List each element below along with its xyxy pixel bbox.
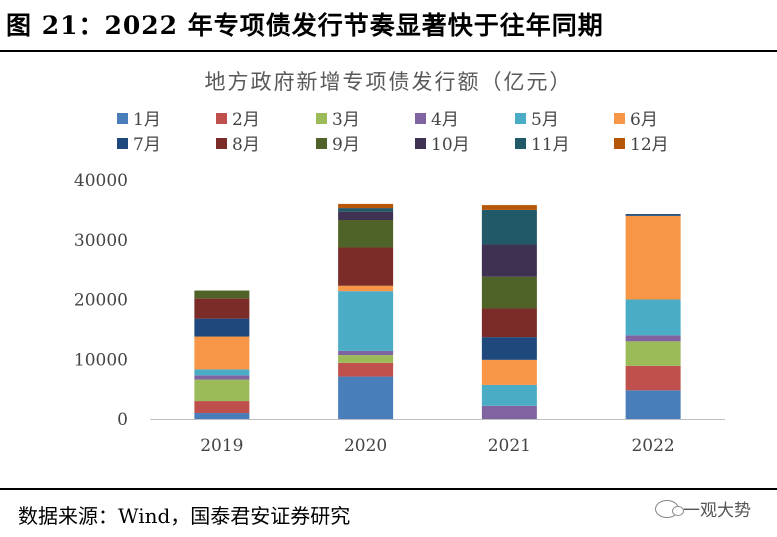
top-rule [0,50,777,52]
wechat-icon [655,499,684,518]
bar-segment [194,369,250,376]
bar-segment [625,365,681,391]
legend-label: 7月 [133,135,161,155]
legend-swatch [415,138,426,149]
x-tick-label: 2022 [631,436,674,456]
bar-segment [481,384,537,406]
bar-segment [481,205,537,210]
watermark-label: 一观大势 [683,501,751,521]
bar-segment [194,336,250,370]
bar-segment [338,208,394,212]
bar-segment [338,355,394,363]
watermark: 一观大势 [655,496,751,521]
legend-swatch [316,138,327,149]
x-tick-label: 2020 [344,436,387,456]
bar-segment [338,291,394,351]
bar-segment [481,276,537,309]
legend-label: 5月 [531,110,559,130]
bar-segment [194,413,250,419]
legend-label: 11月 [531,135,570,155]
bar-segment [625,335,681,342]
legend-swatch [316,113,327,124]
legend-label: 2月 [232,110,260,130]
bar-segment [481,359,537,385]
figure-title: 图 21：2022 年专项债发行节奏显著快于往年同期 [6,11,604,40]
bar-segment [625,214,681,216]
legend-swatch [614,138,625,149]
y-tick-label: 0 [117,410,128,430]
bar-segment [338,350,394,356]
legend-swatch [216,113,227,124]
x-tick-label: 2019 [200,436,243,456]
bar-segment [194,290,250,299]
legend-swatch [117,113,128,124]
bar-segment [338,220,394,248]
legend-label: 9月 [332,135,360,155]
bar-segment [338,362,394,377]
legend-swatch [415,113,426,124]
bar-segment [481,308,537,338]
y-tick-label: 10000 [74,350,128,370]
bar-segment [625,299,681,336]
bar-segment [338,247,394,286]
legend-swatch [515,113,526,124]
legend-swatch [117,138,128,149]
legend-swatch [515,138,526,149]
bar-segment [194,298,250,319]
bar-segment [338,203,394,209]
bar-segment [194,401,250,414]
legend-label: 6月 [630,110,658,130]
bar-segment [625,215,681,300]
bar-segment [338,376,394,419]
bar-segment [481,209,537,245]
bar-segment [338,285,394,292]
bar-segment [194,375,250,380]
bottom-rule [0,488,777,490]
bar-segment [194,379,250,402]
legend-label: 4月 [431,110,459,130]
legend-swatch [614,113,625,124]
bar-segment [194,318,250,337]
y-tick-label: 40000 [74,171,128,191]
legend-label: 8月 [232,135,260,155]
bar-segment [338,211,394,221]
source-note: 数据来源：Wind，国泰君安证券研究 [18,504,351,528]
legend-label: 1月 [133,110,161,130]
bar-segment [481,244,537,277]
bar-segment [481,337,537,360]
stacked-bar-chart: 1月 2月 3月 4月 5月 6月 7月 8月 9月 10月 11月 12月 0 10000 20000 30… [74,110,725,456]
chart-title: 地方政府新增专项债发行额（亿元） [204,70,573,94]
legend-swatch [216,138,227,149]
bar-segment [625,390,681,419]
legend-label: 3月 [332,110,360,130]
y-tick-label: 30000 [74,231,128,251]
legend-label: 10月 [431,135,470,155]
x-tick-label: 2021 [488,436,531,456]
y-tick-label: 20000 [74,291,128,311]
bar-segment [625,341,681,366]
bar-segment [481,405,537,419]
legend-label: 12月 [630,135,669,155]
